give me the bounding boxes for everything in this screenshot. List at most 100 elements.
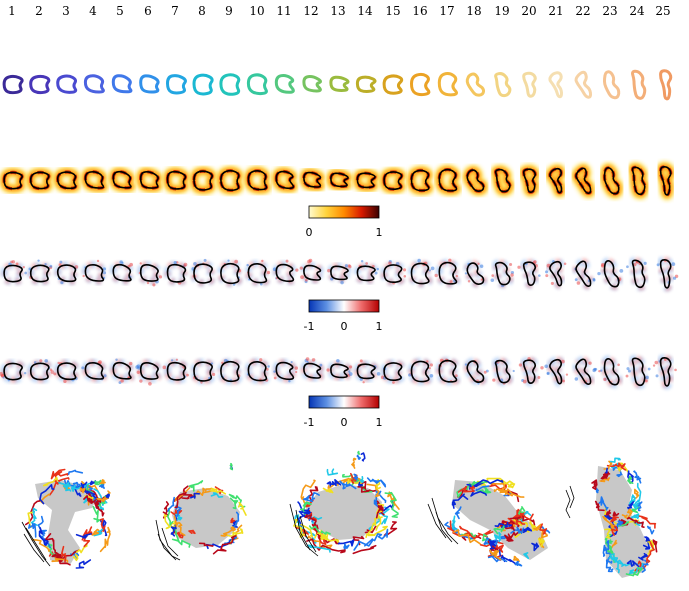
frame-number-12: 12 bbox=[303, 4, 319, 18]
frame-number-4: 4 bbox=[89, 4, 97, 18]
outline-frame-15 bbox=[382, 74, 404, 95]
frame-number-11: 11 bbox=[276, 4, 292, 18]
diverging-outline-frame-20 bbox=[518, 356, 544, 387]
heat-outline-frame-24 bbox=[627, 161, 651, 200]
diverging-outline-frame-15 bbox=[380, 260, 407, 286]
frame-number-7: 7 bbox=[171, 4, 179, 18]
diverging-outline-frame-7 bbox=[162, 358, 189, 384]
frame-number-21: 21 bbox=[548, 4, 564, 18]
colorbar-diverging-a-mid: 0 bbox=[341, 320, 348, 333]
heat-outline-frame-5 bbox=[107, 166, 137, 194]
diverging-outline-frame-21 bbox=[545, 258, 567, 290]
heat-outline-frame-16 bbox=[406, 164, 435, 197]
diverging-outline-frame-3 bbox=[53, 359, 80, 384]
diverging-outline-frame-1 bbox=[0, 359, 27, 384]
colorbar-diverging-b-max: 1 bbox=[376, 416, 383, 429]
diverging-outline-frame-5 bbox=[109, 260, 135, 285]
diverging-outline-frame-8 bbox=[190, 258, 216, 287]
outline-frame-13 bbox=[329, 75, 350, 92]
colorbar-diverging-b-min: -1 bbox=[304, 416, 315, 429]
frame-number-19: 19 bbox=[494, 4, 510, 18]
colorbar-heat-max: 1 bbox=[376, 226, 383, 239]
diverging-outline-frame-2 bbox=[27, 359, 55, 384]
heat-outline-frame-10 bbox=[242, 165, 272, 196]
diverging-outline-frame-10 bbox=[244, 259, 271, 287]
outline-frame-16 bbox=[409, 72, 431, 97]
outline-frame-20 bbox=[522, 71, 537, 98]
diverging-outline-frame-7 bbox=[164, 261, 189, 286]
frame-number-18: 18 bbox=[466, 4, 482, 18]
outline-frame-23 bbox=[602, 70, 621, 100]
heat-outline-frame-7 bbox=[162, 166, 191, 195]
colorbar-diverging-a-max: 1 bbox=[376, 320, 383, 333]
row-diverging-outlines-a bbox=[0, 256, 679, 292]
diverging-outline-frame-24 bbox=[626, 256, 649, 291]
diverging-outline-frame-13 bbox=[326, 358, 353, 381]
diverging-outline-frame-19 bbox=[492, 357, 515, 387]
diverging-outline-frame-23 bbox=[597, 257, 624, 291]
heat-outline-frame-21 bbox=[544, 163, 568, 199]
diverging-outline-frame-11 bbox=[272, 259, 299, 285]
diverging-outline-frame-3 bbox=[54, 260, 80, 285]
heat-outline-frame-14 bbox=[351, 167, 381, 193]
diverging-outline-frame-4 bbox=[81, 359, 107, 383]
outline-frame-1 bbox=[2, 74, 24, 95]
heat-outline-frame-25 bbox=[655, 161, 677, 201]
colorbar-heat: 0 1 bbox=[306, 205, 383, 239]
diverging-outline-frame-4 bbox=[81, 259, 107, 285]
outline-frame-25 bbox=[659, 69, 673, 101]
diverging-outline-frame-9 bbox=[217, 259, 243, 287]
diverging-outline-frame-15 bbox=[380, 359, 406, 384]
diverging-outline-frame-19 bbox=[490, 259, 515, 289]
diverging-outline-frame-20 bbox=[517, 258, 541, 289]
diverging-outline-frame-22 bbox=[572, 257, 596, 290]
outline-frame-2 bbox=[29, 74, 51, 95]
heat-outline-frame-4 bbox=[79, 166, 109, 194]
colorbar-heat-min: 0 bbox=[306, 226, 313, 239]
frame-number-22: 22 bbox=[575, 4, 591, 18]
row-diverging-outlines-b bbox=[0, 354, 677, 390]
heat-outline-frame-20 bbox=[518, 163, 541, 198]
diverging-outline-frame-1 bbox=[0, 260, 28, 286]
diverging-outline-frame-18 bbox=[463, 259, 488, 288]
outline-frame-18 bbox=[465, 72, 486, 97]
outline-frame-8 bbox=[192, 73, 214, 96]
outline-frame-9 bbox=[219, 73, 241, 96]
frame-number-24: 24 bbox=[629, 4, 645, 18]
heat-outline-frame-23 bbox=[598, 162, 625, 200]
heat-outline-frame-22 bbox=[570, 162, 597, 199]
outline-frame-22 bbox=[574, 70, 593, 99]
outline-frame-6 bbox=[139, 74, 160, 94]
colorbar-diverging-b-mid: 0 bbox=[341, 416, 348, 429]
frame-number-6: 6 bbox=[144, 4, 152, 18]
frame-number-3: 3 bbox=[62, 4, 70, 18]
frame-number-2: 2 bbox=[35, 4, 43, 18]
frame-number-25: 25 bbox=[655, 4, 671, 18]
outline-frame-10 bbox=[246, 73, 268, 96]
diverging-outline-frame-21 bbox=[544, 356, 569, 388]
frame-number-13: 13 bbox=[330, 4, 346, 18]
diverging-outline-frame-6 bbox=[137, 261, 163, 287]
frame-number-23: 23 bbox=[602, 4, 618, 18]
diverging-outline-frame-5 bbox=[109, 358, 135, 385]
diverging-outline-frame-17 bbox=[434, 258, 460, 288]
diverging-outline-frame-25 bbox=[652, 354, 677, 390]
outline-frame-7 bbox=[165, 74, 187, 95]
diverging-outline-frame-8 bbox=[190, 358, 216, 385]
diverging-outline-frame-23 bbox=[598, 355, 623, 389]
frame-number-17: 17 bbox=[439, 4, 455, 18]
frame-number-16: 16 bbox=[412, 4, 428, 18]
frame-number-14: 14 bbox=[357, 4, 373, 18]
diverging-outline-frame-9 bbox=[217, 358, 243, 385]
heat-outline-frame-2 bbox=[25, 166, 55, 195]
trajectory-panel-4 bbox=[427, 477, 551, 567]
trajectory-panel-3 bbox=[289, 450, 400, 557]
diverging-outline-frame-14 bbox=[353, 359, 381, 384]
heat-outline-frame-3 bbox=[52, 166, 82, 194]
heat-outline-frame-6 bbox=[135, 166, 164, 194]
diverging-outline-frame-12 bbox=[299, 258, 324, 284]
heat-outline-frame-1 bbox=[0, 166, 28, 195]
heat-outline-frame-13 bbox=[325, 167, 354, 192]
heat-outline-frame-12 bbox=[298, 167, 326, 193]
frame-number-9: 9 bbox=[225, 4, 233, 18]
